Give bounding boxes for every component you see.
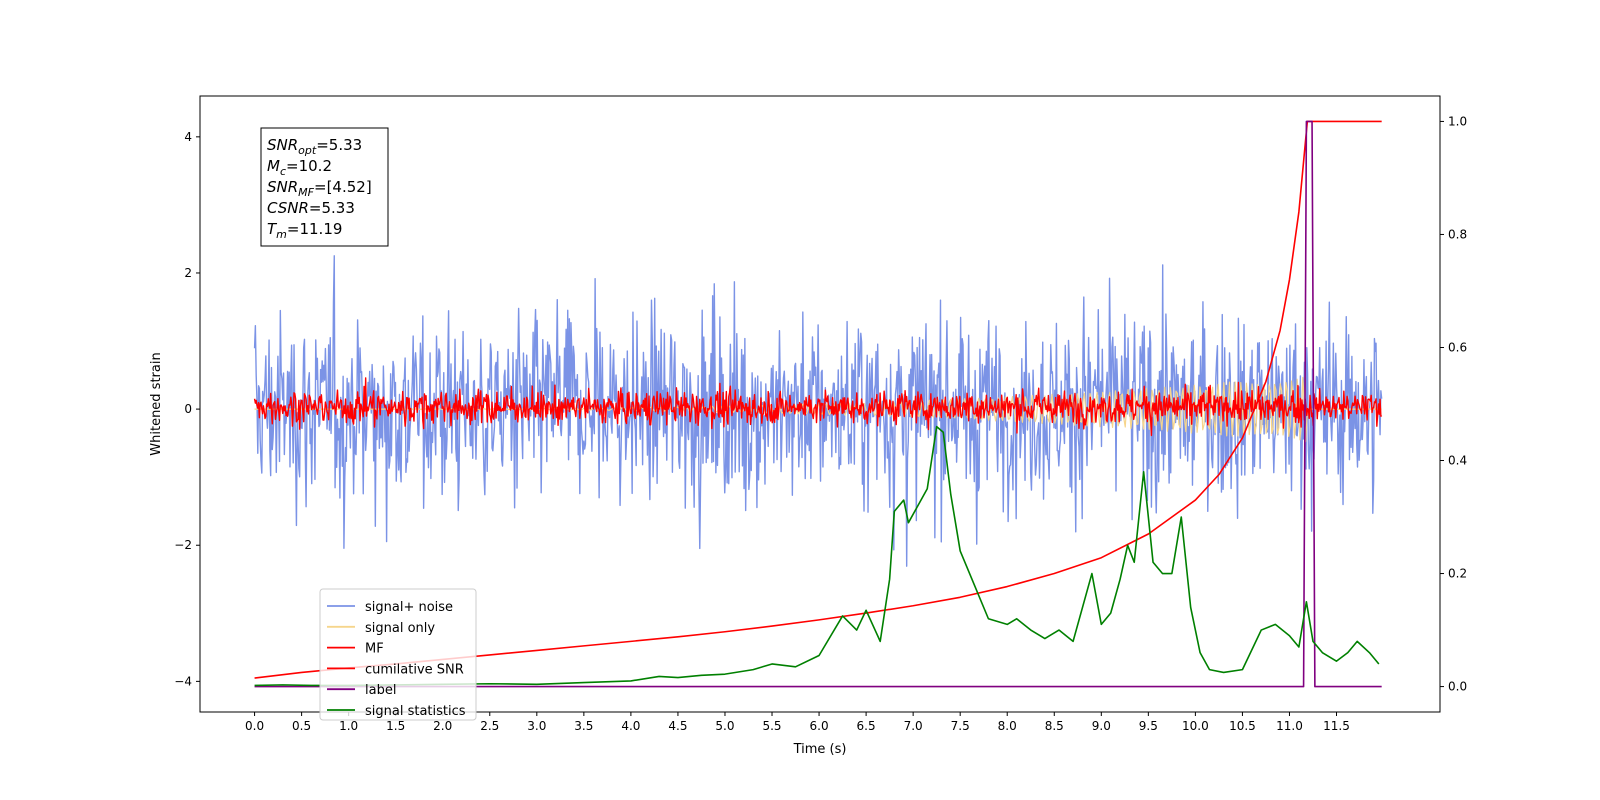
legend: signal+ noise signal only MF cumilative SNR… [319,588,477,721]
y-axis-title: Whitened strain [149,352,164,455]
y-tick-label: 0 [184,402,192,416]
series-signal-noise [253,255,1383,567]
series-signal-statistics [254,425,1380,687]
x-tick-label: 4.5 [668,719,687,733]
x-tick-label: 8.0 [998,719,1017,733]
info-line: SNRMF=[4.52] [267,178,372,199]
x-tick-label: 7.5 [951,719,970,733]
x-tick-label: 11.0 [1276,719,1303,733]
x-tick-label: 10.5 [1229,719,1256,733]
legend-items: signal+ noise signal only MF cumilative SNR… [327,600,466,719]
x-tick-label: 3.0 [527,719,546,733]
x-tick-label: 9.0 [1092,719,1111,733]
x-tick-label: 0.5 [292,719,311,733]
info-line: Tm=11.19 [267,220,342,241]
x-tick-label: 6.5 [857,719,876,733]
y2-tick-label: 0.6 [1448,340,1467,354]
y2-tick-label: 0.4 [1448,454,1467,468]
y-tick-label: 4 [184,130,192,144]
info-box-frame [260,127,389,247]
y-tick-label: −2 [174,538,192,552]
axes-layer: 0.0 0.5 1.0 1.5 2.0 2.5 3.0 3.5 4.0 4.5 5.0 5.5 6.0 6… [174,114,1467,733]
legend-label: label [365,683,396,698]
y2-tick-label: 0.8 [1448,227,1467,241]
info-line: CSNR=5.33 [267,199,355,217]
info-line: SNRopt=5.33 [267,136,362,157]
info-line: Mc=10.2 [267,157,332,178]
x-tick-label: 7.0 [904,719,923,733]
x-tick-label: 1.5 [386,719,405,733]
x-tick-label: 10.0 [1182,719,1209,733]
series-mf [253,377,1383,437]
x-tick-label: 5.5 [762,719,781,733]
y2-tick-label: 0.0 [1448,680,1467,694]
x-tick-label: 1.0 [339,719,358,733]
legend-label: cumilative SNR [365,662,464,677]
y2-tick-label: 0.2 [1448,567,1467,581]
x-axis-title: Time (s) [793,742,847,757]
x-tick-label: 3.5 [574,719,593,733]
y-tick-label: −4 [174,674,192,688]
legend-label: signal statistics [365,704,466,719]
legend-label: MF [365,642,384,657]
x-tick-label: 4.0 [621,719,640,733]
legend-label: signal+ noise [365,600,453,615]
x-tick-label: 2.0 [433,719,452,733]
x-tick-label: 0.0 [245,719,264,733]
x-tick-label: 8.5 [1045,719,1064,733]
x-tick-label: 9.5 [1139,719,1158,733]
x-tick-label: 11.5 [1323,719,1350,733]
x-tick-label: 5.0 [715,719,734,733]
x-tick-label: 2.5 [480,719,499,733]
plot-frame [199,95,1441,713]
legend-label: signal only [365,621,435,636]
x-tick-label: 6.0 [810,719,829,733]
y2-tick-label: 1.0 [1448,114,1467,128]
series-label [254,120,1382,688]
y-tick-label: 2 [184,266,192,280]
legend-frame [319,588,477,721]
